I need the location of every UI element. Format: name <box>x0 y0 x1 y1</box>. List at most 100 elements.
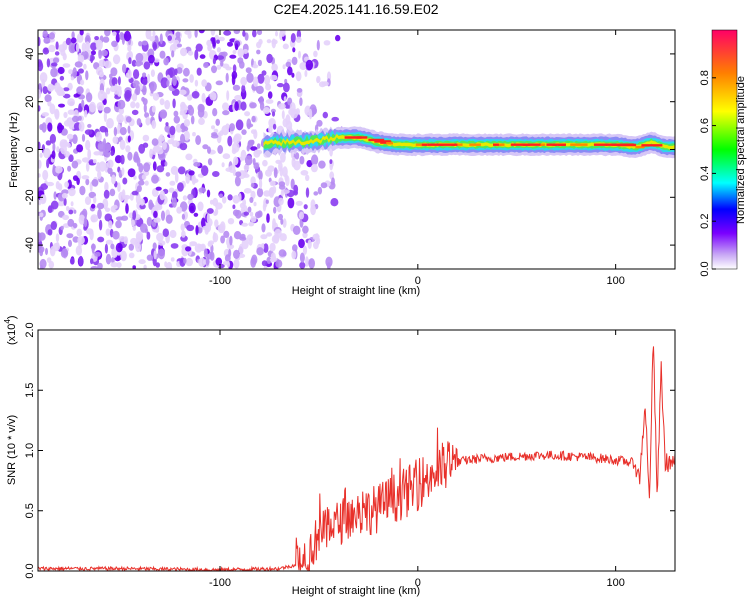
spectrogram-noise-blob <box>90 203 96 209</box>
spectrogram-noise-blob <box>90 266 99 269</box>
spectrogram-noise-blob <box>84 196 92 206</box>
spectrogram-noise-blob <box>292 244 298 252</box>
colorbar-tick-label: 0.6 <box>699 118 711 133</box>
spectrogram-noise-blob <box>232 204 236 210</box>
spectrogram-noise-blob <box>96 102 105 111</box>
spectrogram-noise-blob <box>173 115 180 124</box>
spectrogram-noise-blob <box>196 67 202 76</box>
spectrogram-noise-blob <box>288 108 296 116</box>
spectrogram-noise-blob <box>240 149 247 161</box>
spectrogram-noise-blob <box>85 92 93 103</box>
spectrogram-noise-blob <box>269 180 276 187</box>
spectrogram-noise-blob <box>216 64 222 70</box>
spectrogram-noise-blob <box>95 131 102 142</box>
spectrogram-noise-blob <box>313 191 319 196</box>
spectrogram-noise-blob <box>243 188 252 194</box>
spectrogram-noise-blob <box>305 256 309 267</box>
spectrogram-noise-blob <box>150 69 155 77</box>
spectrogram-noise-blob <box>105 228 111 236</box>
spectrogram-noise-blob <box>160 77 169 89</box>
spectrogram-noise-blob <box>104 30 111 37</box>
spectrogram-noise-blob <box>46 181 54 187</box>
spectrogram-noise-blob <box>56 146 60 153</box>
spectrogram-noise-blob <box>253 162 260 170</box>
spectrogram-noise-blob <box>71 31 75 39</box>
spectrogram-noise-blob <box>209 199 214 205</box>
spectrogram-noise-blob <box>245 67 252 74</box>
spectrogram-noise-blob <box>62 214 70 221</box>
spectrogram-noise-blob <box>155 228 160 233</box>
spectrogram-noise-blob <box>115 242 123 253</box>
spectrogram-noise-blob <box>119 139 126 150</box>
spectrogram-noise-blob <box>211 65 217 74</box>
spectrogram-noise-blob <box>265 199 269 204</box>
spectrogram-noise-blob <box>221 125 229 136</box>
spectrogram-noise-blob <box>179 110 184 116</box>
spectrogram-noise-blob <box>152 30 156 37</box>
spectrogram-y-tick-label: 40 <box>24 48 36 60</box>
spectrogram-noise-blob <box>232 142 240 153</box>
spectrogram-noise-blob <box>39 258 47 269</box>
spectrogram-noise-blob <box>169 229 177 239</box>
spectrogram-noise-blob <box>292 225 301 235</box>
spectrogram-noise-blob <box>274 228 282 239</box>
spectrogram-noise-blob <box>256 30 263 36</box>
spectrogram-noise-blob <box>97 262 103 269</box>
spectrogram-noise-blob <box>188 170 195 176</box>
spectrogram-noise-blob <box>172 75 177 86</box>
spectrogram-noise-blob <box>248 222 255 227</box>
spectrogram-noise-blob <box>136 118 142 126</box>
spectrogram-noise-blob <box>49 133 57 144</box>
colorbar-label: Normalized spectral amplitude <box>735 76 747 224</box>
spectrogram-noise-blob <box>83 63 87 70</box>
spectrogram-noise-blob <box>214 208 219 216</box>
spectrogram-noise-blob <box>282 218 287 228</box>
spectrogram-noise-blob <box>68 154 74 162</box>
spectrogram-y-tick-label: 0 <box>24 146 36 152</box>
spectrogram-noise-blob <box>163 57 169 66</box>
spectrogram-noise-blob <box>263 265 268 269</box>
spectrogram-noise-blob <box>250 176 256 186</box>
spectrogram-noise-blob <box>216 47 221 53</box>
spectrogram-noise-blob <box>266 232 273 237</box>
spectrogram-noise-blob <box>52 164 56 176</box>
spectrogram-noise-blob <box>206 189 211 198</box>
spectrogram-noise-blob <box>185 153 193 161</box>
spectrogram-noise-blob <box>298 238 305 249</box>
spectrogram-noise-blob <box>220 235 226 244</box>
spectrogram-noise-blob <box>127 44 132 52</box>
spectrogram-noise-blob <box>79 185 86 196</box>
spectrogram-noise-blob <box>111 174 116 185</box>
spectrogram-noise-blob <box>38 105 41 112</box>
spectrogram-noise-blob <box>122 177 128 185</box>
colorbar: 0.0 0.2 0.4 0.6 0.8 Normalized spectral ampl… <box>699 29 747 277</box>
spectrogram-noise-blob <box>329 147 333 157</box>
spectrogram-noise-blob <box>215 80 223 86</box>
spectrogram-noise-blob <box>127 151 133 161</box>
spectrogram-noise-blob <box>84 129 93 135</box>
spectrogram-noise-blob <box>208 240 215 245</box>
spectrogram-ticks: -100 0 100 -40 -20 0 20 40 <box>24 30 675 287</box>
spectrogram-noise-blob <box>105 132 109 137</box>
spectrogram-noise-blob <box>135 102 140 109</box>
spectrogram-noise-blob <box>249 102 257 109</box>
spectrogram-noise-blob <box>64 181 69 188</box>
spectrogram-noise-blob <box>116 262 122 268</box>
spectrogram-noise-blob <box>132 265 136 269</box>
spectrogram-noise-blob <box>47 205 53 213</box>
spectrogram-panel: -100 0 100 -40 -20 0 20 40 Height of straight l… <box>8 29 676 297</box>
spectrogram-noise-blob <box>269 242 276 252</box>
spectrogram-noise-blob <box>222 196 227 204</box>
spectrogram-noise-blob <box>43 37 51 44</box>
spectrogram-noise-blob <box>240 76 248 86</box>
spectrogram-noise-blob <box>70 37 77 44</box>
spectrogram-noise-blob <box>242 30 246 37</box>
spectrogram-noise-blob <box>159 190 166 201</box>
spectrogram-noise-blob <box>124 195 128 205</box>
spectrogram-noise-blob <box>110 262 119 268</box>
spectrogram-noise-blob <box>73 93 80 98</box>
spectrogram-noise-blob <box>119 127 127 136</box>
spectrogram-noise-blob <box>165 172 171 177</box>
